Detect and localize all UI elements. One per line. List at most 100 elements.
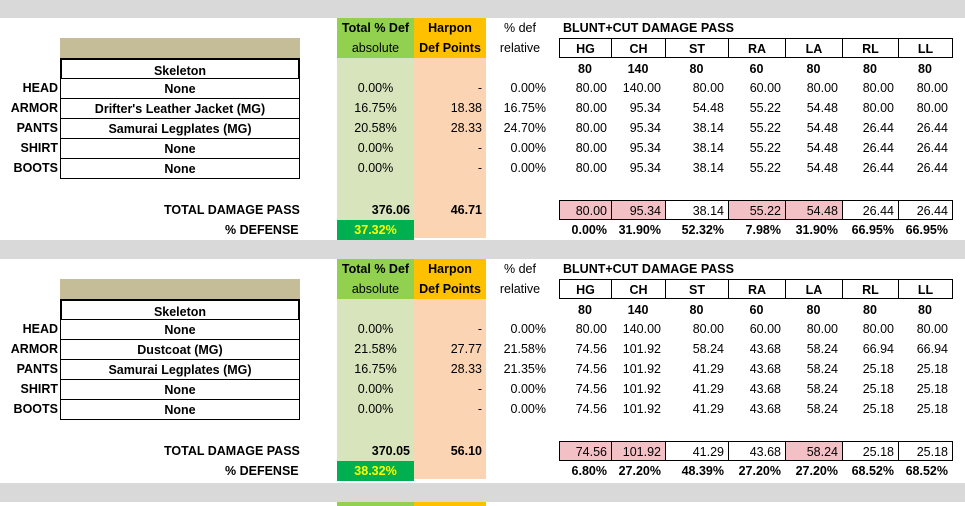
body-part-header-ch[interactable]: CH xyxy=(611,279,666,299)
damage-value-ra[interactable]: 55.22 xyxy=(749,101,781,115)
harpon-def-value[interactable]: - xyxy=(477,81,482,95)
base-value-ra[interactable]: 60 xyxy=(749,303,764,317)
body-part-header-ra[interactable]: RA xyxy=(728,279,786,299)
total-damage-ll[interactable]: 26.44 xyxy=(898,200,953,220)
relative-def-value[interactable]: 21.58% xyxy=(503,342,546,356)
slot-label-head[interactable]: HEAD xyxy=(22,81,58,95)
damage-value-ch[interactable]: 95.34 xyxy=(629,141,661,155)
body-part-header-hg[interactable]: HG xyxy=(559,38,612,58)
base-value-ch[interactable]: 140 xyxy=(627,62,649,76)
damage-value-st[interactable]: 38.14 xyxy=(692,141,724,155)
defense-value-ch[interactable]: 27.20% xyxy=(618,464,661,478)
damage-value-ra[interactable]: 60.00 xyxy=(749,81,781,95)
body-part-header-hg[interactable]: HG xyxy=(559,279,612,299)
damage-value-st[interactable]: 38.14 xyxy=(692,121,724,135)
body-part-header-ch[interactable]: CH xyxy=(611,38,666,58)
base-value-hg[interactable]: 80 xyxy=(578,303,592,317)
relative-def-value[interactable]: 24.70% xyxy=(503,121,546,135)
defense-value-la[interactable]: 27.20% xyxy=(795,464,838,478)
damage-value-ch[interactable]: 101.92 xyxy=(622,362,661,376)
harpon-header[interactable]: Harpon xyxy=(414,259,486,279)
damage-value-ll[interactable]: 25.18 xyxy=(916,402,948,416)
damage-value-ll[interactable]: 26.44 xyxy=(916,141,948,155)
damage-value-rl[interactable]: 66.94 xyxy=(862,342,894,356)
damage-value-ch[interactable]: 101.92 xyxy=(622,342,661,356)
damage-value-st[interactable]: 80.00 xyxy=(692,322,724,336)
absolute-def-value[interactable]: 16.75% xyxy=(354,362,397,376)
absolute-subheader[interactable]: absolute xyxy=(337,279,414,299)
pct-def-header[interactable]: % def xyxy=(504,262,536,276)
equipment-item-shirt[interactable]: None xyxy=(60,380,300,400)
defense-value-rl[interactable]: 68.52% xyxy=(851,464,894,478)
body-part-header-la[interactable]: LA xyxy=(785,279,843,299)
damage-value-st[interactable]: 38.14 xyxy=(692,161,724,175)
damage-value-ra[interactable]: 55.22 xyxy=(749,161,781,175)
harpon-def-value[interactable]: 28.33 xyxy=(450,362,482,376)
damage-value-ch[interactable]: 95.34 xyxy=(629,161,661,175)
def-points-subheader[interactable]: Def Points xyxy=(414,279,486,299)
absolute-def-value[interactable]: 21.58% xyxy=(354,342,397,356)
slot-label-shirt[interactable]: SHIRT xyxy=(20,382,59,396)
damage-value-rl[interactable]: 26.44 xyxy=(862,161,894,175)
damage-value-hg[interactable]: 80.00 xyxy=(575,161,607,175)
damage-value-la[interactable]: 58.24 xyxy=(806,342,838,356)
defense-value-hg[interactable]: 0.00% xyxy=(571,223,607,237)
damage-value-hg[interactable]: 74.56 xyxy=(575,402,607,416)
equipment-item-head[interactable]: None xyxy=(60,79,300,99)
damage-value-ra[interactable]: 43.68 xyxy=(749,402,781,416)
pct-def-header[interactable]: % def xyxy=(504,21,536,35)
total-damage-hg[interactable]: 74.56 xyxy=(559,441,612,461)
damage-value-la[interactable]: 80.00 xyxy=(806,81,838,95)
damage-value-ll[interactable]: 80.00 xyxy=(916,322,948,336)
total-harpon-value[interactable]: 56.10 xyxy=(450,444,482,458)
damage-value-la[interactable]: 58.24 xyxy=(806,362,838,376)
defense-value-ch[interactable]: 31.90% xyxy=(618,223,661,237)
defense-value-rl[interactable]: 66.95% xyxy=(851,223,894,237)
total-absolute-value[interactable]: 370.05 xyxy=(371,444,410,458)
equipment-item-armor[interactable]: Drifter's Leather Jacket (MG) xyxy=(60,99,300,119)
equipment-item-pants[interactable]: Samurai Legplates (MG) xyxy=(60,119,300,139)
damage-value-la[interactable]: 54.48 xyxy=(806,121,838,135)
damage-value-ra[interactable]: 60.00 xyxy=(749,322,781,336)
total-damage-st[interactable]: 38.14 xyxy=(665,200,729,220)
equipment-item-boots[interactable]: None xyxy=(60,400,300,420)
equipment-item-shirt[interactable]: None xyxy=(60,139,300,159)
damage-value-la[interactable]: 58.24 xyxy=(806,382,838,396)
damage-value-ch[interactable]: 140.00 xyxy=(622,322,661,336)
harpon-def-value[interactable]: - xyxy=(477,161,482,175)
absolute-def-value[interactable]: 20.58% xyxy=(354,121,397,135)
damage-value-ra[interactable]: 55.22 xyxy=(749,141,781,155)
damage-title[interactable]: BLUNT+CUT DAMAGE PASS xyxy=(563,262,734,276)
slot-label-boots[interactable]: BOOTS xyxy=(13,402,58,416)
defense-value-hg[interactable]: 6.80% xyxy=(571,464,607,478)
total-damage-rl[interactable]: 25.18 xyxy=(842,441,899,461)
base-value-ll[interactable]: 80 xyxy=(918,62,932,76)
slot-label-pants[interactable]: PANTS xyxy=(16,362,58,376)
base-value-ra[interactable]: 60 xyxy=(749,62,764,76)
base-value-st[interactable]: 80 xyxy=(689,62,704,76)
equipment-item-armor[interactable]: Dustcoat (MG) xyxy=(60,340,300,360)
body-part-header-rl[interactable]: RL xyxy=(842,279,899,299)
total-def-header[interactable]: Total % Def xyxy=(337,18,414,38)
defense-label[interactable]: % DEFENSE xyxy=(225,223,299,237)
total-damage-rl[interactable]: 26.44 xyxy=(842,200,899,220)
relative-def-value[interactable]: 0.00% xyxy=(510,322,546,336)
damage-value-st[interactable]: 41.29 xyxy=(692,362,724,376)
harpon-def-value[interactable]: - xyxy=(477,402,482,416)
total-harpon-value[interactable]: 46.71 xyxy=(450,203,482,217)
damage-value-ch[interactable]: 101.92 xyxy=(622,402,661,416)
damage-value-st[interactable]: 58.24 xyxy=(692,342,724,356)
total-damage-ch[interactable]: 95.34 xyxy=(611,200,666,220)
defense-value-ra[interactable]: 7.98% xyxy=(745,223,781,237)
body-part-header-rl[interactable]: RL xyxy=(842,38,899,58)
damage-value-ll[interactable]: 80.00 xyxy=(916,81,948,95)
damage-value-hg[interactable]: 80.00 xyxy=(575,141,607,155)
damage-value-hg[interactable]: 74.56 xyxy=(575,362,607,376)
damage-value-ra[interactable]: 43.68 xyxy=(749,342,781,356)
total-damage-la[interactable]: 54.48 xyxy=(785,200,843,220)
damage-value-ra[interactable]: 43.68 xyxy=(749,382,781,396)
damage-value-ll[interactable]: 26.44 xyxy=(916,121,948,135)
total-damage-ra[interactable]: 43.68 xyxy=(728,441,786,461)
relative-def-value[interactable]: 0.00% xyxy=(510,141,546,155)
damage-value-ra[interactable]: 43.68 xyxy=(749,362,781,376)
